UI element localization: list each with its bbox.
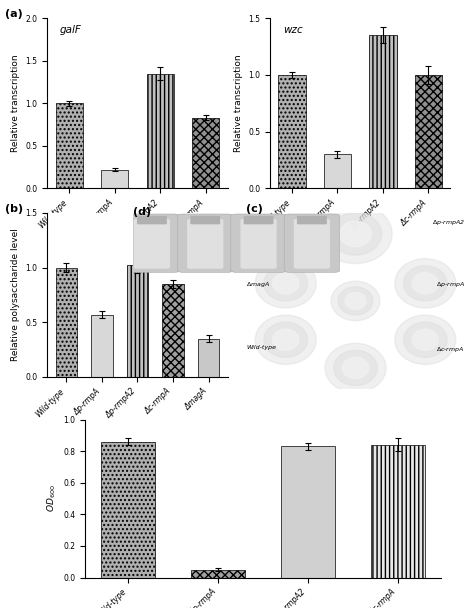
FancyBboxPatch shape [187, 219, 223, 269]
FancyBboxPatch shape [124, 214, 180, 272]
Text: (b): (b) [5, 204, 23, 213]
Bar [324, 154, 351, 188]
Y-axis label: Relative polysaccharide level: Relative polysaccharide level [11, 229, 20, 361]
FancyBboxPatch shape [137, 216, 167, 224]
Circle shape [412, 273, 438, 294]
Text: Wild-type: Wild-type [246, 345, 276, 350]
Bar [55, 268, 77, 377]
Circle shape [340, 221, 371, 247]
FancyBboxPatch shape [244, 216, 273, 224]
Y-axis label: Relative transcription: Relative transcription [234, 55, 243, 152]
Circle shape [395, 258, 456, 308]
Circle shape [342, 358, 369, 379]
Circle shape [345, 292, 366, 309]
Circle shape [395, 315, 456, 364]
Circle shape [273, 329, 299, 350]
Circle shape [325, 344, 386, 393]
Circle shape [264, 322, 308, 358]
Text: $\Delta$p-rmpA: $\Delta$p-rmpA [436, 280, 465, 289]
Bar [55, 103, 83, 188]
Bar [101, 170, 128, 188]
Text: A5054: A5054 [257, 218, 278, 223]
Circle shape [338, 287, 373, 315]
Circle shape [403, 322, 447, 358]
Text: $\Delta$magA: $\Delta$magA [246, 280, 271, 289]
Bar [146, 74, 174, 188]
Bar [281, 446, 335, 578]
FancyBboxPatch shape [240, 219, 277, 269]
Text: (c): (c) [246, 204, 264, 213]
Bar [371, 445, 425, 578]
Circle shape [255, 315, 316, 364]
Circle shape [329, 213, 382, 255]
FancyBboxPatch shape [294, 219, 330, 269]
Circle shape [264, 266, 308, 301]
FancyBboxPatch shape [297, 216, 327, 224]
Bar [278, 75, 306, 188]
Circle shape [273, 273, 299, 294]
Bar [163, 284, 184, 377]
Text: galF: galF [60, 25, 82, 35]
Circle shape [331, 282, 380, 320]
Bar [192, 118, 219, 188]
Bar [91, 314, 112, 377]
Bar [101, 441, 155, 578]
Circle shape [319, 204, 392, 264]
Text: wzc: wzc [283, 25, 302, 35]
Circle shape [255, 258, 316, 308]
FancyBboxPatch shape [284, 214, 339, 272]
Y-axis label: $OD_{600}$: $OD_{600}$ [46, 485, 58, 513]
Text: $\Delta$c-rmpA: $\Delta$c-rmpA [436, 345, 465, 354]
FancyBboxPatch shape [190, 216, 220, 224]
FancyBboxPatch shape [177, 214, 233, 272]
Circle shape [403, 266, 447, 301]
Text: (a): (a) [5, 9, 22, 19]
Bar [127, 265, 148, 377]
FancyBboxPatch shape [231, 214, 286, 272]
Circle shape [412, 329, 438, 350]
Text: $\Delta$p-rmpA2: $\Delta$p-rmpA2 [431, 218, 465, 227]
Bar [198, 339, 219, 377]
Circle shape [334, 350, 377, 385]
FancyBboxPatch shape [134, 219, 170, 269]
Bar [369, 35, 397, 188]
Bar [415, 75, 442, 188]
Bar [191, 570, 245, 578]
Y-axis label: Relative transcription: Relative transcription [11, 55, 20, 152]
Text: (d): (d) [133, 207, 151, 216]
